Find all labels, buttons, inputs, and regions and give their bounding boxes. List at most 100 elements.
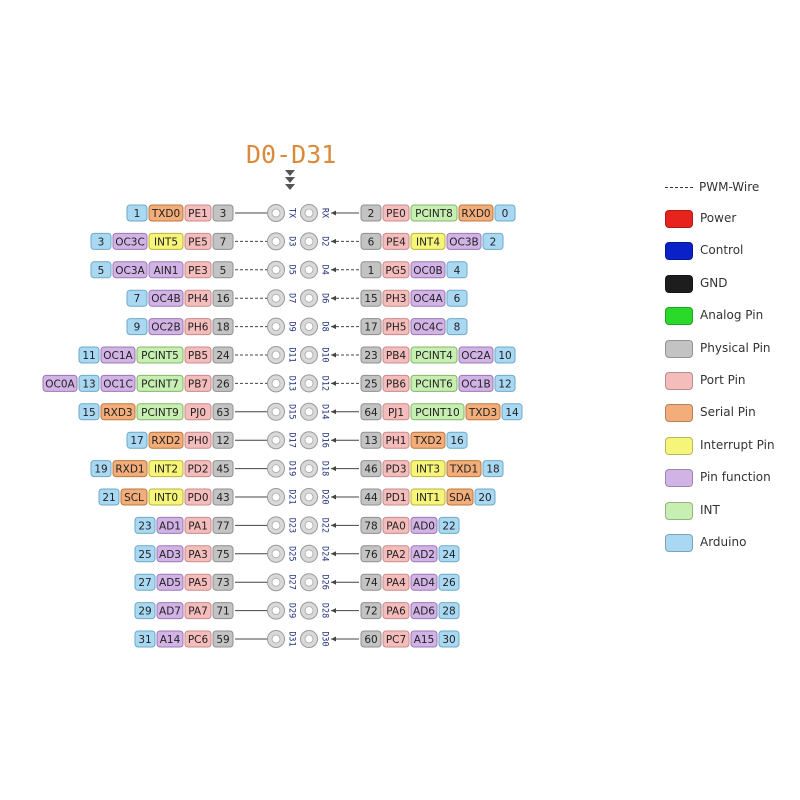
- pin-box-physical: [212, 545, 234, 563]
- pin-box-port: [382, 374, 410, 392]
- pin-box-arduino: [446, 318, 468, 336]
- header-label-left: D27: [287, 575, 297, 590]
- pin-box-physical: [212, 602, 234, 620]
- pin-box-label: 6: [454, 293, 461, 305]
- pin-box-label: 20: [478, 492, 491, 504]
- pin-box-physical: [360, 431, 382, 449]
- wire-arrow-icon: [331, 466, 336, 472]
- pin-box-function: [410, 630, 438, 648]
- pin-box-label: 1: [134, 208, 141, 220]
- pin-row: OC0A 13 OC1C PCINT7 PB7 26 25 PB6 PCINT6 OC1B 12 D1…: [42, 374, 516, 393]
- header-hole: [271, 549, 281, 559]
- pin-box-label: 77: [216, 520, 229, 532]
- legend-item-int: INT: [665, 501, 800, 522]
- diagram-title: D0-D31: [246, 140, 337, 169]
- legend-label: INT: [700, 502, 720, 517]
- pin-box-arduino: [438, 545, 460, 563]
- pin-box-label: OC4C: [413, 322, 443, 334]
- legend-item-interrupt: Interrupt Pin: [665, 436, 800, 457]
- pin-box-label: RXD1: [115, 464, 144, 476]
- wire-arrow-icon: [331, 295, 336, 301]
- pin-box-label: OC3B: [449, 236, 478, 248]
- legend-swatch: [665, 242, 693, 261]
- pin-box-int: [410, 204, 458, 222]
- pin-box-label: PA2: [386, 549, 406, 561]
- pin-box-label: 60: [364, 634, 377, 646]
- pin-box-arduino: [446, 261, 468, 279]
- header-label-left: D7: [287, 293, 297, 303]
- pin-box-port: [382, 431, 410, 449]
- pin-box-label: AD0: [413, 520, 435, 532]
- header-hole: [304, 634, 314, 644]
- pin-box-interrupt: [410, 460, 446, 478]
- header-label-right: D6: [320, 293, 330, 303]
- header-label-right: RX: [320, 208, 330, 219]
- header-hole: [304, 236, 314, 246]
- header-label-left: D5: [287, 265, 297, 275]
- wire-arrow-icon: [331, 352, 336, 358]
- pin-box-physical: [360, 318, 382, 336]
- legend-item-arduino: Arduino: [665, 534, 800, 554]
- pin-box-label: A14: [160, 634, 181, 646]
- legend-label: Serial Pin: [700, 405, 756, 420]
- pin-box-serial: [410, 431, 446, 449]
- legend-swatch: [665, 210, 693, 228]
- pin-box-arduino: [438, 573, 460, 591]
- pin-box-physical: [360, 630, 382, 648]
- pin-box-physical: [360, 602, 382, 620]
- pin-box-label: 25: [364, 378, 377, 390]
- header-label-left: D21: [287, 489, 297, 504]
- header-label-right: D14: [320, 404, 330, 419]
- pin-box-port: [184, 232, 212, 250]
- pin-box-physical: [212, 460, 234, 478]
- pin-box-label: 22: [442, 520, 455, 532]
- legend-label: Control: [700, 243, 744, 258]
- pin-box-label: 59: [216, 634, 229, 646]
- pin-box-label: PH0: [188, 435, 209, 447]
- pin-box-physical: [212, 318, 234, 336]
- pin-box-label: OC0B: [413, 265, 442, 277]
- pin-box-serial: [446, 488, 474, 506]
- header-hole: [304, 492, 314, 502]
- pin-box-label: 27: [138, 577, 151, 589]
- pin-box-physical: [212, 630, 234, 648]
- pin-box-label: PG5: [385, 265, 406, 277]
- pin-box-label: 7: [220, 236, 227, 248]
- pin-box-arduino: [438, 630, 460, 648]
- pin-box-arduino: [90, 460, 112, 478]
- pin-box-label: 21: [102, 492, 115, 504]
- header-hole: [304, 549, 314, 559]
- legend-swatch: [665, 534, 693, 552]
- pin-box-label: 2: [490, 236, 497, 248]
- pin-box-label: 24: [442, 549, 456, 561]
- pin-box-arduino: [90, 232, 112, 250]
- pin-box-function: [410, 318, 446, 336]
- pin-box-label: AD7: [159, 606, 181, 618]
- pin-box-arduino: [446, 431, 468, 449]
- pin-box-label: 29: [138, 606, 151, 618]
- header-label-right: D2: [320, 236, 330, 246]
- pin-box-port: [382, 630, 410, 648]
- wire-arrow-icon: [331, 437, 336, 443]
- header-label-left: D19: [287, 461, 297, 476]
- pin-box-label: AD4: [413, 577, 435, 589]
- pin-box-port: [184, 602, 212, 620]
- pin-box-function: [112, 232, 148, 250]
- pin-row: 31 A14 PC6 59 60 PC7 A15 30 D31 D30: [134, 630, 460, 648]
- pin-box-label: 2: [368, 208, 375, 220]
- pin-box-serial: [446, 460, 482, 478]
- pin-box-label: 18: [486, 464, 499, 476]
- pin-box-port: [184, 545, 212, 563]
- pin-row: 19 RXD1 INT2 PD2 45 46 PD3 INT3 TXD1 18 D19 D18: [90, 459, 504, 478]
- pin-box-physical: [212, 346, 234, 364]
- pin-box-physical: [360, 573, 382, 591]
- wire-arrow-icon: [331, 324, 336, 330]
- pin-box-port: [382, 204, 410, 222]
- pin-box-arduino: [438, 602, 460, 620]
- pin-box-label: RXD2: [151, 435, 180, 447]
- pin-box-label: 72: [364, 606, 377, 618]
- pin-box-label: PJ0: [190, 407, 206, 419]
- pin-box-label: A15: [414, 634, 435, 646]
- pin-box-arduino: [134, 516, 156, 534]
- pin-box-interrupt: [410, 232, 446, 250]
